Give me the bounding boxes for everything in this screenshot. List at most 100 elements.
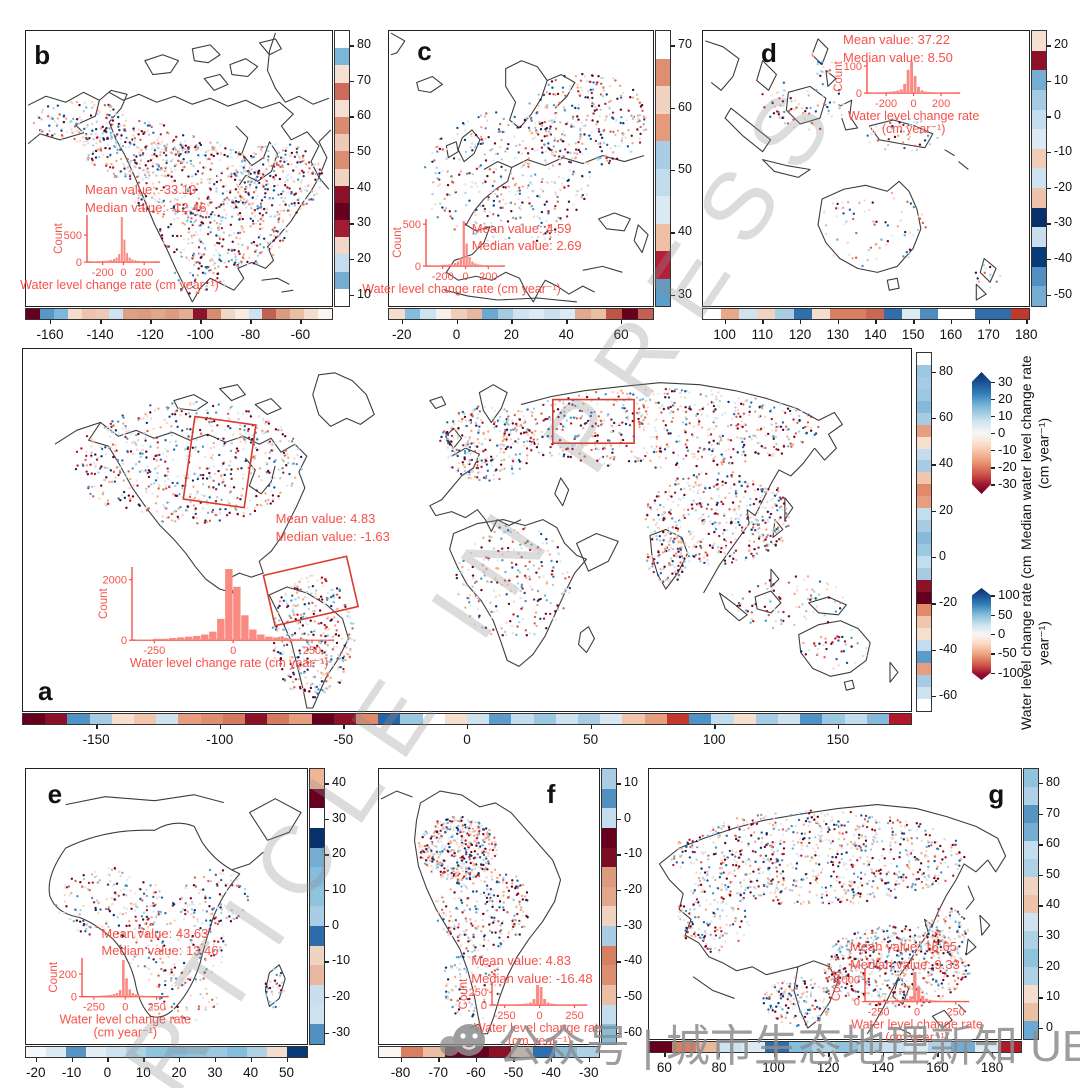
station-dot xyxy=(539,187,543,191)
station-dot xyxy=(206,511,210,515)
axis-tickmark xyxy=(590,725,592,729)
station-dot xyxy=(695,464,698,468)
station-dot xyxy=(249,415,253,418)
station-dot xyxy=(431,192,434,196)
station-dot xyxy=(528,575,531,578)
station-dot xyxy=(477,431,480,434)
station-dot xyxy=(264,499,267,503)
station-dot xyxy=(302,171,305,174)
station-dot xyxy=(177,279,180,282)
station-dot xyxy=(699,546,703,549)
station-dot xyxy=(479,114,483,117)
station-dot xyxy=(320,649,324,652)
station-dot xyxy=(290,192,293,195)
station-dot xyxy=(699,560,702,563)
station-dot xyxy=(494,578,497,582)
station-dot xyxy=(525,461,528,465)
station-dot xyxy=(542,617,546,620)
station-dot xyxy=(245,410,248,413)
station-dot xyxy=(181,191,185,195)
station-dot xyxy=(708,441,711,444)
station-dot xyxy=(83,127,86,131)
station-dot xyxy=(615,157,619,160)
station-dot xyxy=(500,547,504,550)
station-dot xyxy=(229,460,232,463)
station-dot xyxy=(765,535,768,539)
station-dot xyxy=(716,501,719,505)
station-dot xyxy=(86,139,89,143)
station-dot xyxy=(675,534,678,537)
station-dot xyxy=(589,80,592,84)
station-dot xyxy=(188,495,192,499)
colorbar-cell xyxy=(822,714,845,724)
station-dot xyxy=(667,549,670,553)
station-dot xyxy=(729,517,733,520)
station-dot xyxy=(567,200,571,203)
station-dot xyxy=(684,423,688,426)
station-dot xyxy=(112,470,116,474)
station-dot xyxy=(269,174,272,178)
station-dot xyxy=(566,179,569,183)
station-dot xyxy=(562,416,566,420)
station-dot xyxy=(502,458,506,461)
colorbar-cell xyxy=(917,603,931,616)
station-dot xyxy=(196,274,199,277)
station-dot xyxy=(769,498,773,502)
station-dot xyxy=(226,251,230,255)
station-dot xyxy=(123,167,126,170)
station-dot xyxy=(333,634,336,638)
station-dot xyxy=(223,473,226,477)
station-dot xyxy=(91,152,95,155)
station-dot xyxy=(478,478,481,482)
hist-y-tick-label: 500 xyxy=(63,230,81,242)
station-dot xyxy=(125,506,128,509)
station-dot xyxy=(305,202,308,205)
coastline xyxy=(798,620,871,677)
station-dot xyxy=(545,200,548,203)
station-dot xyxy=(516,615,519,618)
station-dot xyxy=(298,181,302,184)
station-dot xyxy=(680,568,684,571)
coastline xyxy=(429,396,447,410)
station-dot xyxy=(691,530,694,534)
station-dot xyxy=(195,188,198,191)
colorbar-tick-label: 20 xyxy=(357,250,371,265)
station-dot xyxy=(445,147,448,151)
station-dot xyxy=(180,196,183,199)
colorbar-cell xyxy=(335,168,349,186)
station-dot xyxy=(534,611,538,614)
station-dot xyxy=(516,625,519,628)
station-dot xyxy=(297,621,301,624)
station-dot xyxy=(227,248,230,251)
station-dot xyxy=(642,392,645,395)
station-dot xyxy=(436,216,439,219)
station-dot xyxy=(189,428,192,431)
station-dot xyxy=(155,436,159,439)
station-dot xyxy=(505,621,508,624)
station-dot xyxy=(106,113,109,116)
station-dot xyxy=(155,459,158,462)
station-dot xyxy=(745,429,748,433)
station-dot xyxy=(80,447,83,450)
station-dot xyxy=(316,669,319,673)
station-dot xyxy=(554,150,558,153)
station-dot xyxy=(483,153,486,156)
station-dot xyxy=(576,189,579,193)
station-dot xyxy=(522,420,525,424)
station-dot xyxy=(250,241,253,245)
station-dot xyxy=(278,619,281,622)
station-dot xyxy=(735,424,738,427)
station-dot xyxy=(148,470,152,474)
colorbar-tick-label: -40 xyxy=(939,641,958,656)
colorbar-cell xyxy=(123,309,138,319)
station-dot xyxy=(721,502,725,506)
station-dot xyxy=(697,517,700,521)
station-dot xyxy=(136,175,139,178)
station-dot xyxy=(593,431,597,435)
station-dot xyxy=(198,466,202,470)
axis-tick-label: 50 xyxy=(583,732,599,747)
station-dot xyxy=(267,484,271,487)
station-dot xyxy=(140,149,143,152)
station-dot xyxy=(766,533,769,537)
station-dot xyxy=(711,449,714,453)
